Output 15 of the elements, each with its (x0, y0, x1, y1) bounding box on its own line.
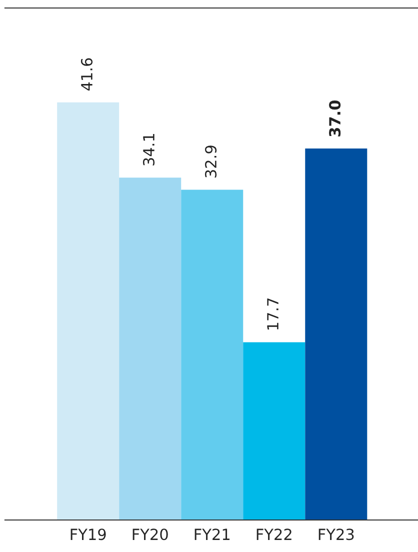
x-tick-label: FY19 (70, 528, 106, 540)
data-label: 17.7 (267, 298, 278, 330)
data-label: 37.0 (329, 100, 341, 136)
data-label: 34.1 (142, 134, 155, 166)
bar (181, 190, 244, 520)
bar (57, 102, 120, 520)
bar (305, 148, 368, 520)
x-tick-label: FY22 (256, 528, 292, 540)
x-tick-label: FY21 (194, 528, 230, 540)
data-label: 32.9 (204, 146, 217, 178)
bar (119, 178, 182, 520)
data-label: 41.6 (80, 58, 93, 91)
x-tick-label: FY20 (132, 528, 168, 540)
x-tick-label: FY23 (318, 528, 354, 540)
bar (243, 342, 306, 520)
